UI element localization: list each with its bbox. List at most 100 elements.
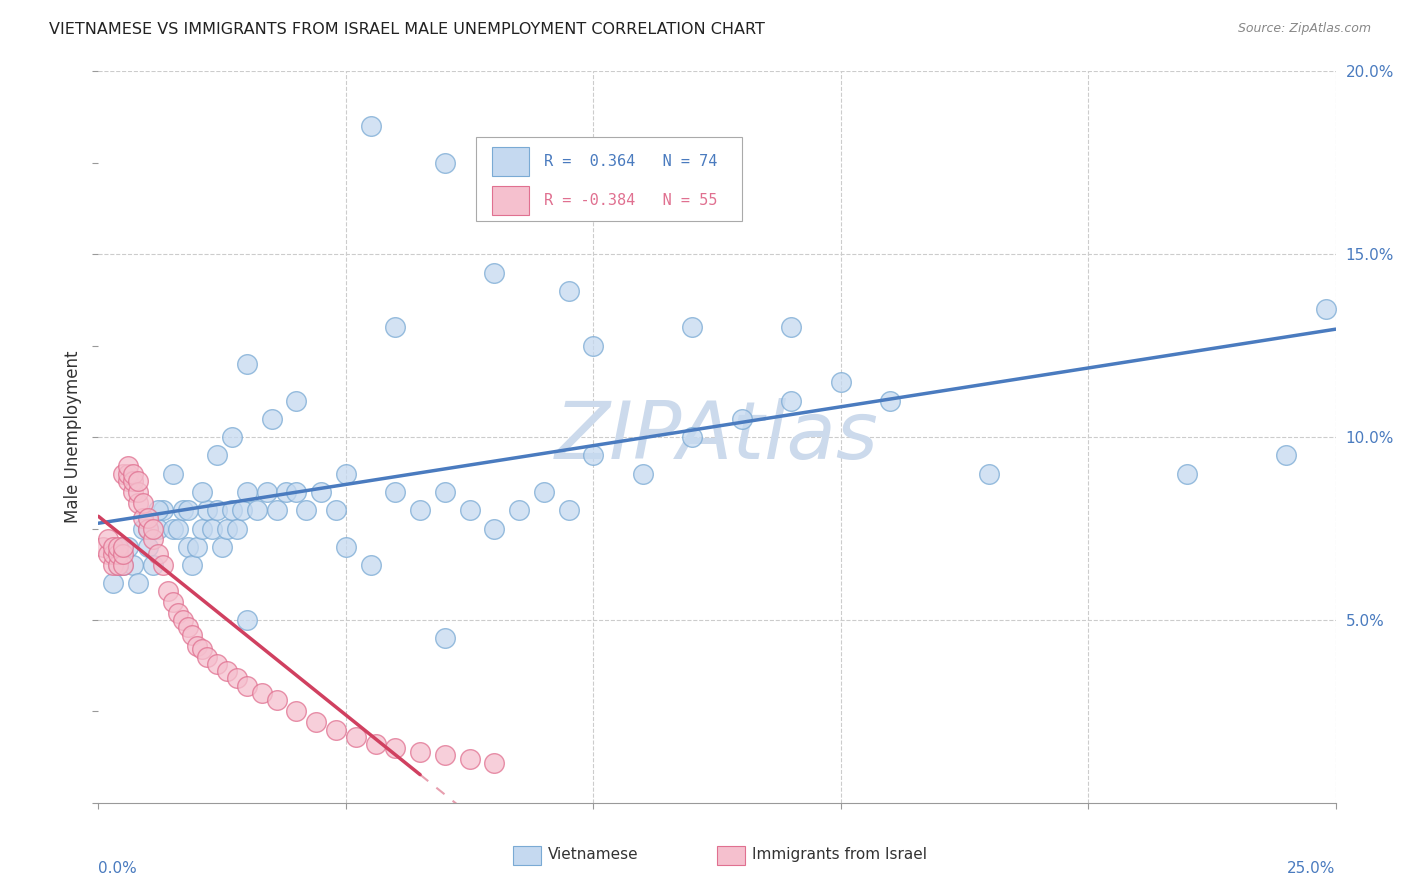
Point <box>172 613 194 627</box>
Point <box>1275 449 1298 463</box>
Point <box>256 485 278 500</box>
Point <box>236 485 259 500</box>
Point <box>176 503 198 517</box>
Point <box>1315 301 1337 317</box>
Point <box>181 627 204 641</box>
Point <box>156 583 179 598</box>
Point <box>830 376 852 390</box>
Point <box>136 540 159 554</box>
Point <box>132 521 155 535</box>
Text: VIETNAMESE VS IMMIGRANTS FROM ISRAEL MALE UNEMPLOYMENT CORRELATION CHART: VIETNAMESE VS IMMIGRANTS FROM ISRAEL MAL… <box>49 22 765 37</box>
Point <box>103 547 125 561</box>
Point <box>582 338 605 352</box>
Point <box>117 540 139 554</box>
Point <box>780 320 803 334</box>
Point <box>191 642 214 657</box>
Point <box>195 503 218 517</box>
Point <box>631 467 654 481</box>
Point <box>433 485 456 500</box>
Point <box>122 467 145 481</box>
Point <box>127 576 149 591</box>
Point <box>152 503 174 517</box>
Point <box>285 393 308 408</box>
Point <box>103 576 125 591</box>
Point <box>681 430 703 444</box>
FancyBboxPatch shape <box>492 186 529 215</box>
Point <box>122 485 145 500</box>
Point <box>221 503 243 517</box>
Point <box>236 357 259 371</box>
Point <box>484 521 506 535</box>
Point <box>176 540 198 554</box>
Point <box>211 540 233 554</box>
Point <box>127 496 149 510</box>
Point <box>582 449 605 463</box>
Point <box>176 620 198 634</box>
Point <box>217 521 239 535</box>
Point <box>117 467 139 481</box>
Point <box>360 119 382 133</box>
Point <box>136 521 159 535</box>
Point <box>117 459 139 474</box>
Point <box>335 540 357 554</box>
Text: R =  0.364   N = 74: R = 0.364 N = 74 <box>544 154 717 169</box>
Point <box>217 664 239 678</box>
Point <box>112 467 135 481</box>
Point <box>384 485 406 500</box>
Point <box>146 503 169 517</box>
Point <box>136 510 159 524</box>
Point <box>162 594 184 608</box>
Point <box>484 756 506 770</box>
Point <box>325 503 347 517</box>
Point <box>162 521 184 535</box>
Point <box>305 715 328 730</box>
Point <box>458 752 481 766</box>
Text: R = -0.384   N = 55: R = -0.384 N = 55 <box>544 193 717 208</box>
Point <box>879 393 901 408</box>
Point <box>136 521 159 535</box>
Point <box>508 503 530 517</box>
Point <box>195 649 218 664</box>
Point <box>325 723 347 737</box>
Point <box>231 503 253 517</box>
Point <box>172 503 194 517</box>
Point <box>181 558 204 573</box>
Point <box>335 467 357 481</box>
Point <box>236 679 259 693</box>
Point <box>107 558 129 573</box>
Point <box>186 540 208 554</box>
Point <box>731 412 754 426</box>
Point <box>166 606 188 620</box>
Point <box>107 547 129 561</box>
Text: ZIPAtlas: ZIPAtlas <box>555 398 879 476</box>
Point <box>276 485 298 500</box>
Point <box>309 485 332 500</box>
Point <box>266 693 288 707</box>
Point <box>205 449 228 463</box>
Point <box>285 705 308 719</box>
Point <box>409 503 432 517</box>
Point <box>112 547 135 561</box>
Text: Source: ZipAtlas.com: Source: ZipAtlas.com <box>1237 22 1371 36</box>
Point <box>107 540 129 554</box>
Point <box>186 639 208 653</box>
Point <box>250 686 273 700</box>
Point <box>97 533 120 547</box>
Point <box>127 474 149 488</box>
Point <box>112 540 135 554</box>
Point <box>433 156 456 170</box>
Point <box>146 547 169 561</box>
Text: 0.0%: 0.0% <box>98 862 138 876</box>
Point <box>221 430 243 444</box>
Point <box>409 745 432 759</box>
Point <box>107 558 129 573</box>
Point <box>344 730 367 744</box>
Point <box>1175 467 1198 481</box>
Y-axis label: Male Unemployment: Male Unemployment <box>63 351 82 524</box>
Point <box>142 521 165 535</box>
Point <box>384 320 406 334</box>
Point <box>433 632 456 646</box>
Point <box>142 533 165 547</box>
Point <box>205 657 228 671</box>
Point <box>236 613 259 627</box>
